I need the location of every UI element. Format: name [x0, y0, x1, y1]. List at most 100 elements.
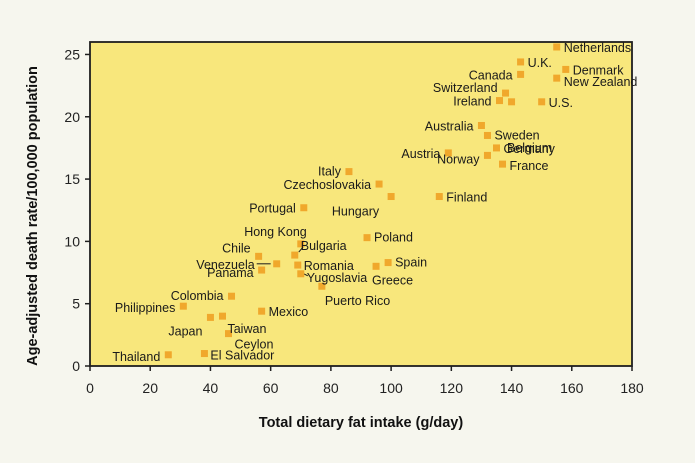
point-label: Ireland: [453, 95, 491, 109]
data-point-marker: [493, 144, 500, 152]
data-point-marker: [538, 98, 546, 106]
data-point-marker: [553, 43, 561, 51]
data-point-marker: [291, 251, 299, 259]
data-point-marker: [255, 252, 263, 260]
data-point-marker: [164, 351, 172, 359]
x-tick-label: 120: [440, 380, 464, 396]
x-tick-label: 160: [560, 380, 584, 396]
data-point-marker: [200, 350, 208, 358]
point-label: Greece: [372, 273, 413, 287]
data-point-marker: [499, 160, 507, 168]
point-label: Sweden: [494, 128, 539, 142]
data-point-marker: [300, 204, 308, 212]
data-point-marker: [258, 266, 266, 274]
point-label: Austria: [401, 147, 440, 161]
y-axis-ticks: 0 5 10 15 20 25: [64, 46, 90, 374]
point-label: Panama: [207, 266, 254, 280]
data-point-marker: [225, 330, 233, 338]
point-label: Belgium: [507, 141, 552, 155]
x-tick-label: 180: [620, 380, 644, 396]
point-label: Venezuela: [196, 258, 254, 272]
y-tick-label: 5: [72, 296, 80, 312]
x-tick-label: 20: [142, 380, 158, 396]
leader-line: [303, 273, 309, 277]
data-point-marker: [517, 70, 525, 78]
point-label: Colombia: [171, 289, 224, 303]
point-label: Australia: [425, 119, 474, 133]
data-point-marker: [496, 97, 504, 105]
data-point-marker: [508, 98, 516, 106]
x-tick-label: 140: [500, 380, 524, 396]
data-point-marker: [502, 89, 510, 97]
data-point-marker: [179, 302, 187, 310]
y-tick-label: 10: [64, 233, 80, 249]
data-point-marker: [318, 282, 326, 290]
data-point-marker: [258, 307, 266, 315]
data-points: [164, 43, 570, 359]
data-point-marker: [517, 58, 525, 66]
point-label: Netherlands: [564, 41, 631, 55]
x-tick-label: 60: [263, 380, 279, 396]
point-label: Puerto Rico: [325, 294, 390, 308]
point-label: Switzerland: [433, 81, 498, 95]
data-point-marker: [384, 259, 392, 267]
point-label: Spain: [395, 256, 427, 270]
data-point-marker: [228, 292, 236, 300]
point-label: Germany: [504, 142, 556, 156]
data-point-marker: [562, 65, 570, 73]
point-label: Hungary: [332, 205, 380, 219]
y-tick-label: 15: [64, 171, 80, 187]
data-point-marker: [363, 234, 371, 242]
point-label: Mexico: [269, 305, 309, 319]
x-axis-ticks: 0 20 40 60 80 100 120 140 160 180: [86, 366, 644, 396]
x-tick-label: 100: [379, 380, 403, 396]
point-label: Romania: [304, 259, 354, 273]
x-tick-label: 0: [86, 380, 94, 396]
point-label: Denmark: [573, 63, 624, 77]
y-tick-label: 0: [72, 358, 80, 374]
data-point-marker: [483, 151, 491, 159]
data-point-marker: [477, 121, 485, 129]
point-label: Canada: [469, 68, 513, 82]
y-tick-label: 25: [64, 46, 80, 62]
point-label: New Zealand: [564, 75, 638, 89]
data-point-marker: [294, 261, 302, 269]
data-point-marker: [345, 168, 353, 176]
point-label: Hong Kong: [244, 225, 307, 239]
point-label: Portugal: [249, 202, 296, 216]
y-tick-label: 20: [64, 109, 80, 125]
point-label: El Salvador: [210, 349, 274, 363]
point-label: Norway: [437, 152, 480, 166]
data-point-marker: [372, 262, 380, 270]
point-label: Finland: [446, 191, 487, 205]
point-label: Italy: [318, 165, 342, 179]
data-point-marker: [435, 193, 443, 201]
data-point-marker: [387, 193, 395, 201]
point-label: France: [510, 159, 549, 173]
point-label: Yugoslavia: [307, 271, 368, 285]
point-label: Czechoslovakia: [284, 178, 372, 192]
x-tick-label: 40: [203, 380, 219, 396]
point-label: Thailand: [112, 350, 160, 364]
point-label: Philippines: [115, 301, 175, 315]
data-point-marker: [273, 260, 281, 268]
data-point-marker: [218, 312, 226, 320]
point-label: Ceylon: [235, 338, 274, 352]
point-label: Bulgaria: [301, 239, 347, 253]
y-axis-title: Age-adjusted death rate/100,000 populati…: [25, 66, 41, 366]
data-point-marker: [375, 180, 383, 188]
data-point-marker: [483, 131, 491, 139]
point-label: Poland: [374, 231, 413, 245]
x-tick-label: 80: [323, 380, 339, 396]
data-point-marker: [297, 270, 305, 278]
point-label: U.K.: [528, 56, 552, 70]
data-point-marker: [553, 74, 561, 82]
point-label: Taiwan: [227, 322, 266, 336]
plot-area: [89, 41, 633, 367]
x-axis-title: Total dietary fat intake (g/day): [259, 415, 464, 431]
data-point-marker: [297, 240, 305, 248]
point-label: Japan: [168, 324, 202, 338]
data-point-marker: [206, 313, 214, 321]
